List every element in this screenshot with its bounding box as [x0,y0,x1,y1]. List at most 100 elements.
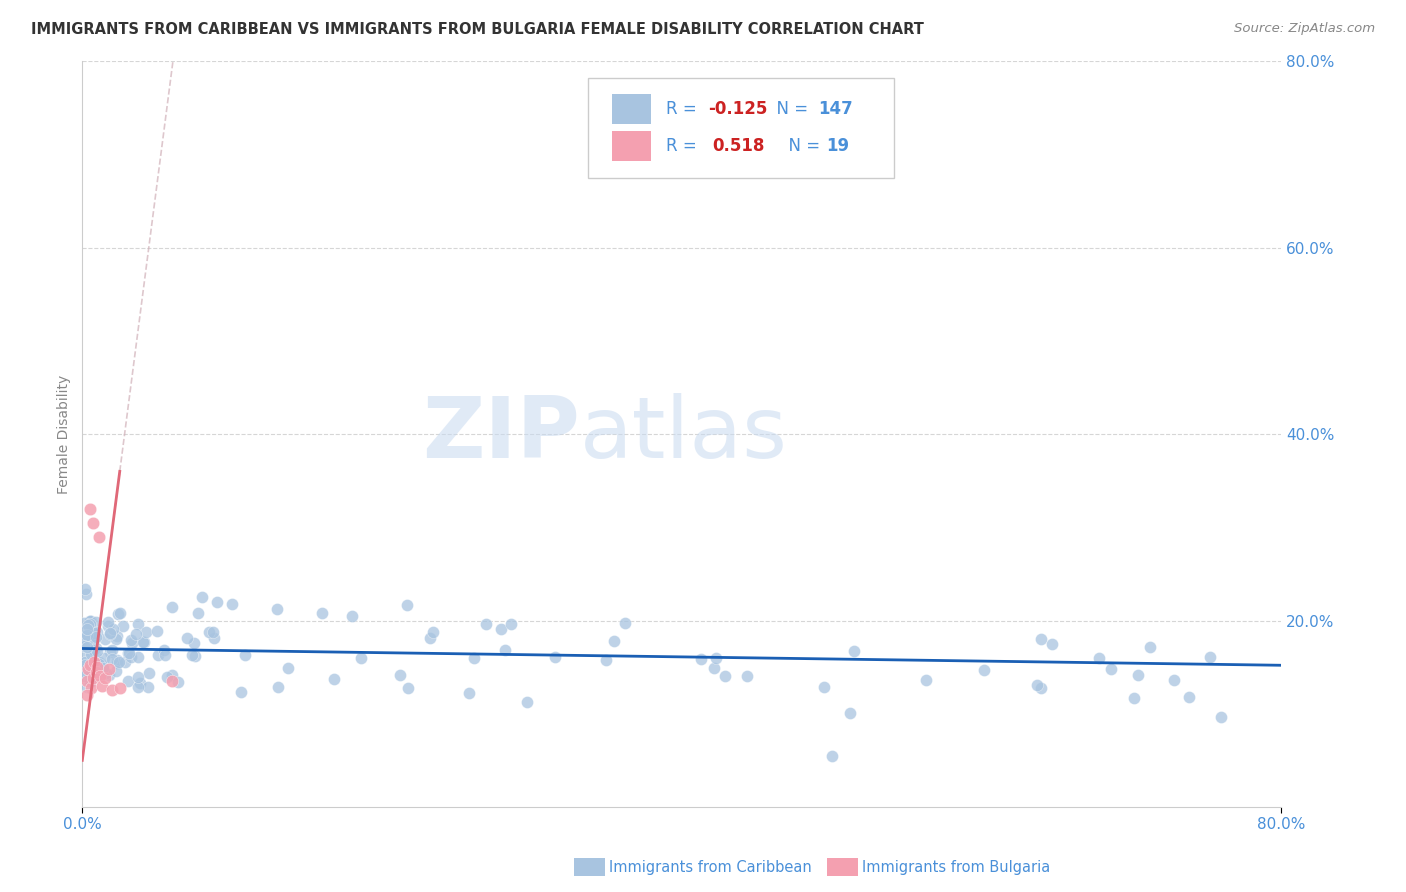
Point [153,648,176,662]
Point [704,650,727,665]
Point [127,616,149,631]
Point [395,598,418,612]
Point [516,695,538,709]
Point [422,624,444,639]
Point [75,629,97,643]
Point [77,626,100,640]
Point [79,667,101,681]
Point [121,636,143,650]
Text: Source: ZipAtlas.com: Source: ZipAtlas.com [1234,22,1375,36]
Point [82,516,104,530]
Point [233,648,256,662]
Point [86,660,108,674]
Point [117,646,139,660]
Point [90,679,112,693]
Point [105,665,128,679]
Point [98,645,121,659]
Point [77,662,100,676]
Text: ZIP: ZIP [422,392,579,475]
Point [87,530,110,544]
Point [108,655,131,669]
Point [1029,632,1052,647]
Point [118,646,141,660]
Point [100,652,122,666]
Text: 19: 19 [825,137,849,155]
Point [463,651,485,665]
Point [94,632,117,646]
Point [79,501,101,516]
Point [75,628,97,642]
Point [105,656,128,670]
Point [703,661,725,675]
Point [134,635,156,649]
Point [813,681,835,695]
Point [83,656,105,670]
Point [127,650,149,665]
Point [821,748,844,763]
Point [107,607,129,622]
Point [76,688,98,702]
Point [84,665,107,679]
Point [114,655,136,669]
Y-axis label: Female Disability: Female Disability [58,375,72,493]
Point [1031,681,1053,695]
Point [80,681,103,695]
Point [79,658,101,673]
Point [350,650,373,665]
Point [135,624,157,639]
Point [231,685,253,699]
Point [125,627,148,641]
Point [613,615,636,630]
Point [110,606,132,620]
Point [146,648,169,662]
Point [82,671,104,685]
Point [277,661,299,675]
Point [89,669,111,683]
Point [77,618,100,632]
Point [419,632,441,646]
Point [138,666,160,681]
Point [94,671,117,685]
Point [120,650,142,665]
Point [73,639,96,653]
Point [714,669,737,683]
Point [221,597,243,611]
Point [84,615,107,629]
Point [690,652,713,666]
Point [1040,637,1063,651]
Point [84,624,107,639]
Point [1209,710,1232,724]
Text: 147: 147 [818,100,853,118]
FancyBboxPatch shape [588,78,894,178]
Point [266,681,288,695]
Point [176,632,198,646]
Point [97,619,120,633]
FancyBboxPatch shape [612,94,651,124]
Point [153,642,176,657]
Point [191,591,214,605]
Point [86,624,108,639]
Point [75,582,97,597]
Point [75,587,97,601]
Point [915,673,938,688]
Point [98,627,121,641]
Point [98,668,121,682]
Point [76,640,98,655]
Point [90,666,112,681]
Point [117,673,139,688]
Point [120,632,142,647]
Point [202,624,225,639]
Point [160,599,183,614]
Point [475,617,498,632]
Text: Immigrants from Bulgaria: Immigrants from Bulgaria [862,860,1050,874]
Point [973,663,995,677]
Point [1163,673,1185,687]
Point [205,595,228,609]
Point [79,614,101,628]
Point [98,662,121,676]
Text: 0.518: 0.518 [711,137,765,155]
Point [340,608,363,623]
Point [89,662,111,676]
Point [322,672,344,686]
Point [86,644,108,658]
